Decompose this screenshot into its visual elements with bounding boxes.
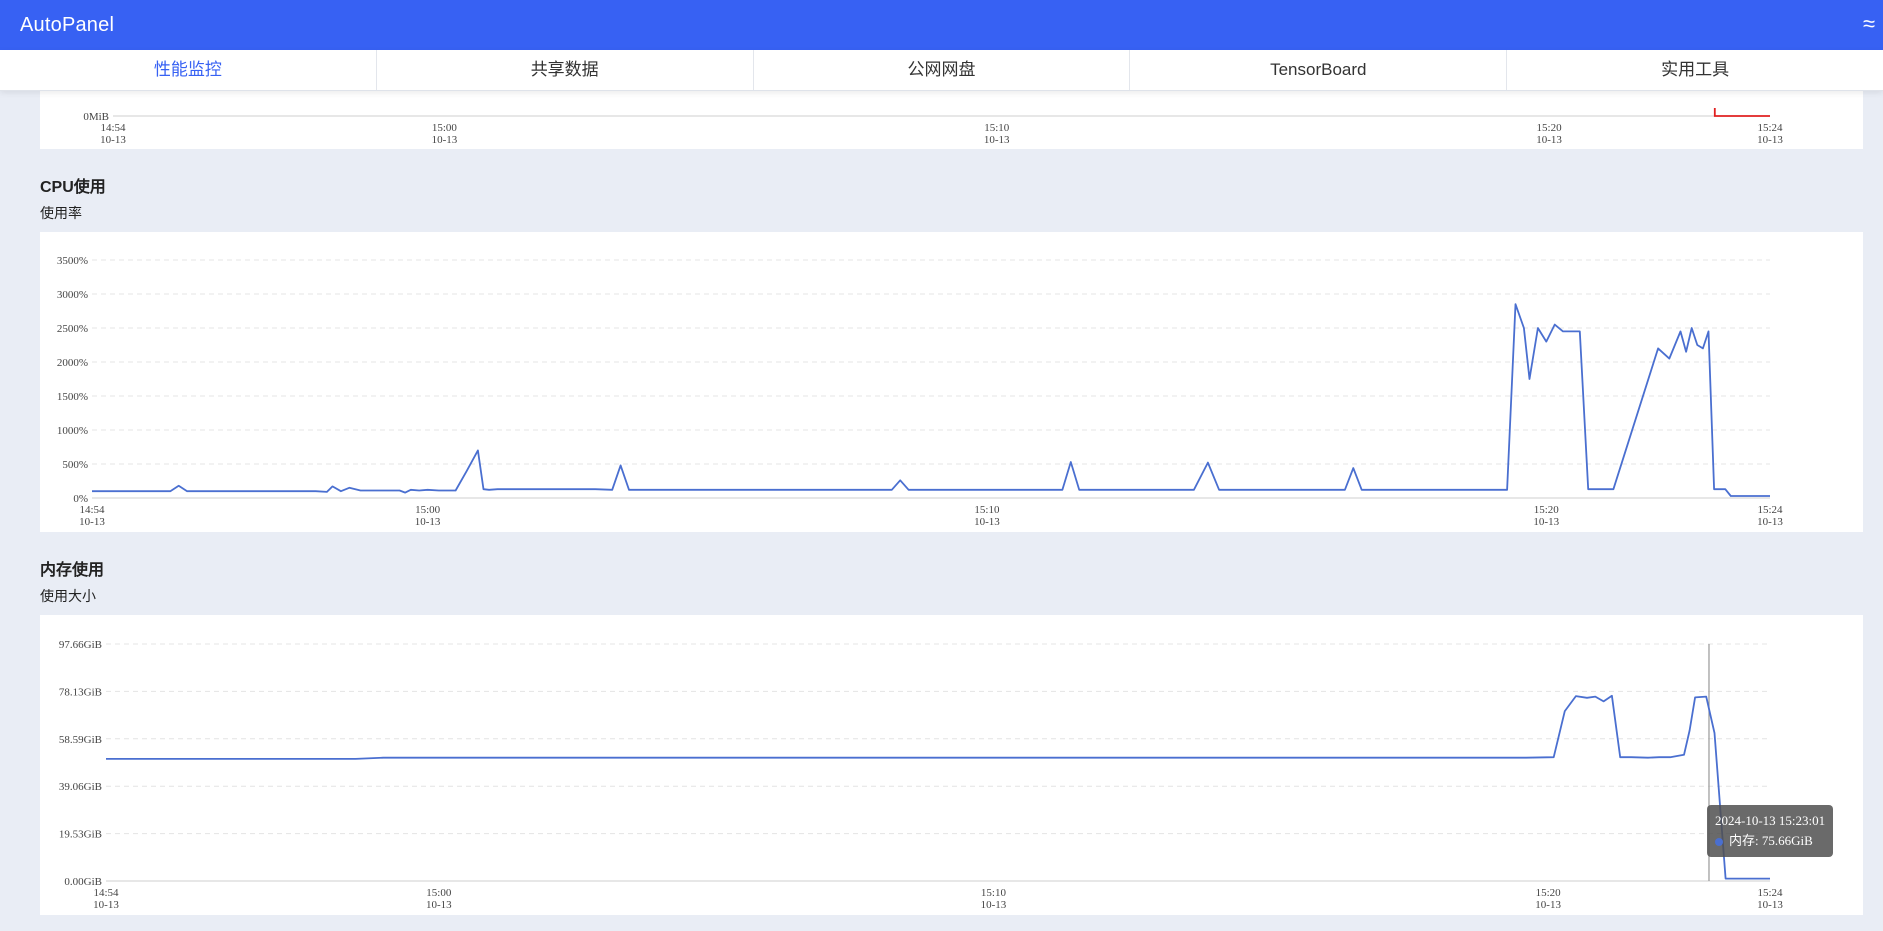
app-title: AutoPanel (20, 14, 115, 36)
x-tick-date: 10-13 (1536, 134, 1562, 146)
series-line (106, 694, 1770, 880)
x-tick-date: 10-13 (1533, 516, 1559, 528)
y-tick-label: 2000% (57, 357, 88, 369)
x-tick-date: 10-13 (1535, 899, 1561, 911)
y-tick-label: 500% (62, 459, 88, 471)
tab-bar: 性能监控 共享数据 公网网盘 TensorBoard 实用工具 (0, 50, 1883, 91)
x-tick-date: 10-13 (1757, 899, 1783, 911)
memory-section-title: 内存使用 (40, 562, 105, 579)
series-line (1713, 108, 1770, 117)
top-chart-panel: 0MiB 14:54 10-13 15:00 10-13 15:10 10-13 15:20 1… (40, 90, 1863, 149)
menu-icon[interactable]: ≈ (1863, 12, 1876, 36)
tooltip-value: 内存: 75.66GiB (1729, 833, 1813, 848)
cpu-section-title: CPU使用 (40, 179, 106, 196)
y-tick-label: 1000% (57, 425, 88, 437)
x-tick-date: 10-13 (432, 134, 458, 146)
x-tick-time: 15:10 (981, 887, 1007, 899)
x-tick-time: 15:24 (1757, 504, 1783, 516)
memory-chart: 0.00GiB 19.53GiB 39.06GiB 58.59GiB 78.13GiB 9… (59, 639, 1783, 911)
y-tick-label: 58.59GiB (59, 734, 102, 746)
y-tick-label: 39.06GiB (59, 781, 102, 793)
series-line (92, 303, 1770, 497)
x-tick-time: 14:54 (93, 887, 119, 899)
x-tick-time: 15:24 (1757, 887, 1783, 899)
top-partial-chart: 0MiB14:5410-1315:0010-1315:1010-1315:201… (83, 108, 1783, 146)
y-tick-label: 97.66GiB (59, 639, 102, 651)
x-tick-time: 15:00 (432, 122, 458, 134)
tab-shared-data[interactable]: 共享数据 (377, 50, 754, 90)
x-tick-date: 10-13 (93, 899, 119, 911)
x-tick-date: 10-13 (1757, 516, 1783, 528)
x-tick-date: 10-13 (974, 516, 1000, 528)
x-tick-time: 15:10 (984, 122, 1010, 134)
x-tick-date: 10-13 (1757, 134, 1783, 146)
x-tick-date: 10-13 (984, 134, 1010, 146)
y-tick-label: 1500% (57, 391, 88, 403)
y-tick-label: 78.13GiB (59, 686, 102, 698)
cpu-section-subtitle: 使用率 (40, 205, 82, 221)
y-tick-label: 3000% (57, 289, 88, 301)
x-tick-date: 10-13 (415, 516, 441, 528)
x-tick-time: 15:00 (426, 887, 452, 899)
x-tick-time: 15:00 (415, 504, 441, 516)
tooltip-time: 2024-10-13 15:23:01 (1715, 813, 1826, 828)
x-tick-time: 15:20 (1534, 504, 1560, 516)
cpu-chart: 0% 500% 1000% 1500% 2000% 2500% 3000% 3500% 14:5… (57, 255, 1783, 528)
y-tick-label: 3500% (57, 255, 88, 267)
cpu-chart-panel: 0% 500% 1000% 1500% 2000% 2500% 3000% 3500% 14:5… (40, 232, 1863, 532)
x-tick-time: 14:54 (79, 504, 105, 516)
x-tick-date: 10-13 (981, 899, 1007, 911)
top-bar: AutoPanel ≈ (0, 0, 1883, 50)
tab-tensorboard[interactable]: TensorBoard (1130, 50, 1508, 90)
tab-public-drive[interactable]: 公网网盘 (754, 50, 1131, 90)
y-tick-label: 19.53GiB (59, 829, 102, 841)
y-tick-label: 0.00GiB (64, 876, 102, 888)
x-tick-date: 10-13 (79, 516, 105, 528)
x-tick-date: 10-13 (426, 899, 452, 911)
x-tick-time: 15:24 (1757, 122, 1783, 134)
memory-tooltip: 2024-10-13 15:23:01 内存: 75.66GiB (1707, 805, 1834, 857)
x-tick-time: 15:20 (1537, 122, 1563, 134)
y-tick-label: 2500% (57, 323, 88, 335)
memory-section-subtitle: 使用大小 (40, 588, 96, 604)
x-tick-date: 10-13 (100, 134, 126, 146)
series-dot-icon (1715, 838, 1723, 847)
y-tick-label: 0MiB (83, 111, 109, 123)
y-tick-label: 0% (73, 493, 88, 505)
x-tick-time: 15:20 (1536, 887, 1562, 899)
x-tick-time: 15:10 (974, 504, 1000, 516)
tab-performance[interactable]: 性能监控 (0, 50, 377, 90)
memory-chart-panel: 0.00GiB 19.53GiB 39.06GiB 58.59GiB 78.13GiB 9… (40, 615, 1863, 915)
tab-tools[interactable]: 实用工具 (1661, 60, 1730, 79)
x-tick-time: 14:54 (100, 122, 126, 134)
tooltip-row: 内存: 75.66GiB (1715, 831, 1825, 851)
